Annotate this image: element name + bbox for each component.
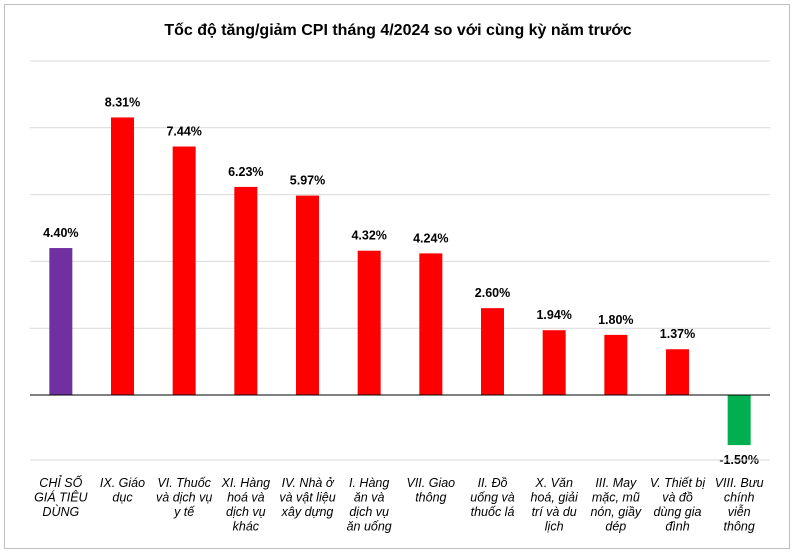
category-label: chính [724, 491, 755, 505]
category-label: viễn [728, 504, 751, 519]
category-label: khác [233, 520, 260, 534]
data-label: 1.37% [660, 327, 695, 341]
category-label: y tế [173, 505, 195, 519]
category-label: đình [665, 520, 689, 534]
category-label: VI. Thuốc [157, 476, 211, 490]
category-label: uống và [470, 491, 515, 505]
category-label: ăn và [354, 491, 385, 505]
bar [234, 186, 258, 395]
category-label: V. Thiết bị [650, 476, 707, 490]
category-label: X. Văn [534, 476, 573, 490]
category-label: hoá, giải [531, 491, 579, 505]
data-label: 7.44% [166, 125, 201, 139]
data-label: 5.97% [290, 174, 325, 188]
category-label: I. Hàng [349, 476, 389, 490]
category-label: dép [605, 520, 626, 534]
data-label: 4.32% [351, 229, 386, 243]
bar [49, 248, 73, 395]
data-label: 1.80% [598, 313, 633, 327]
data-label: 6.23% [228, 165, 263, 179]
data-label: 1.94% [536, 308, 571, 322]
category-label: dịch vụ [226, 505, 266, 519]
bar [357, 250, 381, 395]
bar [172, 146, 196, 395]
category-label: thông [415, 491, 446, 505]
bar [666, 349, 689, 395]
category-label: DÙNG [42, 504, 79, 519]
category-label: thuốc lá [471, 505, 515, 519]
data-label: 2.60% [475, 286, 510, 300]
category-label: ăn uống [347, 520, 392, 534]
category-label: XI. Hàng [221, 476, 271, 490]
category-label: III. May [595, 476, 637, 490]
category-label: lịch [545, 520, 564, 534]
category-label: trí và du [532, 505, 577, 519]
category-label: và dịch vụ [156, 491, 212, 505]
category-label: IX. Giáo [100, 476, 145, 490]
bar [296, 195, 319, 395]
category-label: xây dựng [281, 505, 334, 519]
category-label: VII. Giao [407, 476, 456, 490]
category-label: dùng gia [654, 505, 702, 519]
data-label: 4.40% [43, 226, 78, 240]
category-label: nón, giầy [590, 505, 641, 519]
category-label: CHỈ SỐ [39, 475, 82, 490]
data-label: 8.31% [105, 95, 140, 109]
bar [542, 330, 566, 395]
category-label: thông [724, 520, 755, 534]
category-label: II. Đồ [478, 476, 508, 490]
data-label: 4.24% [413, 231, 448, 245]
chart-frame [4, 4, 790, 549]
category-label: và đồ [662, 491, 693, 505]
bar [481, 308, 504, 395]
category-label: IV. Nhà ở [282, 476, 335, 490]
bar [604, 334, 628, 395]
bar [111, 117, 134, 396]
category-label: VIII. Bưu [715, 476, 764, 490]
bar [727, 395, 751, 446]
bar [419, 253, 443, 395]
category-label: và vật liệu [279, 491, 335, 505]
category-label: hoá và [227, 491, 265, 505]
category-label: mặc, mũ [592, 491, 640, 505]
chart-title: Tốc độ tăng/giảm CPI tháng 4/2024 so với… [164, 22, 632, 39]
category-label: GIÁ TIÊU [34, 490, 88, 505]
category-label: dịch vụ [349, 505, 389, 519]
category-label: dục [112, 491, 133, 505]
